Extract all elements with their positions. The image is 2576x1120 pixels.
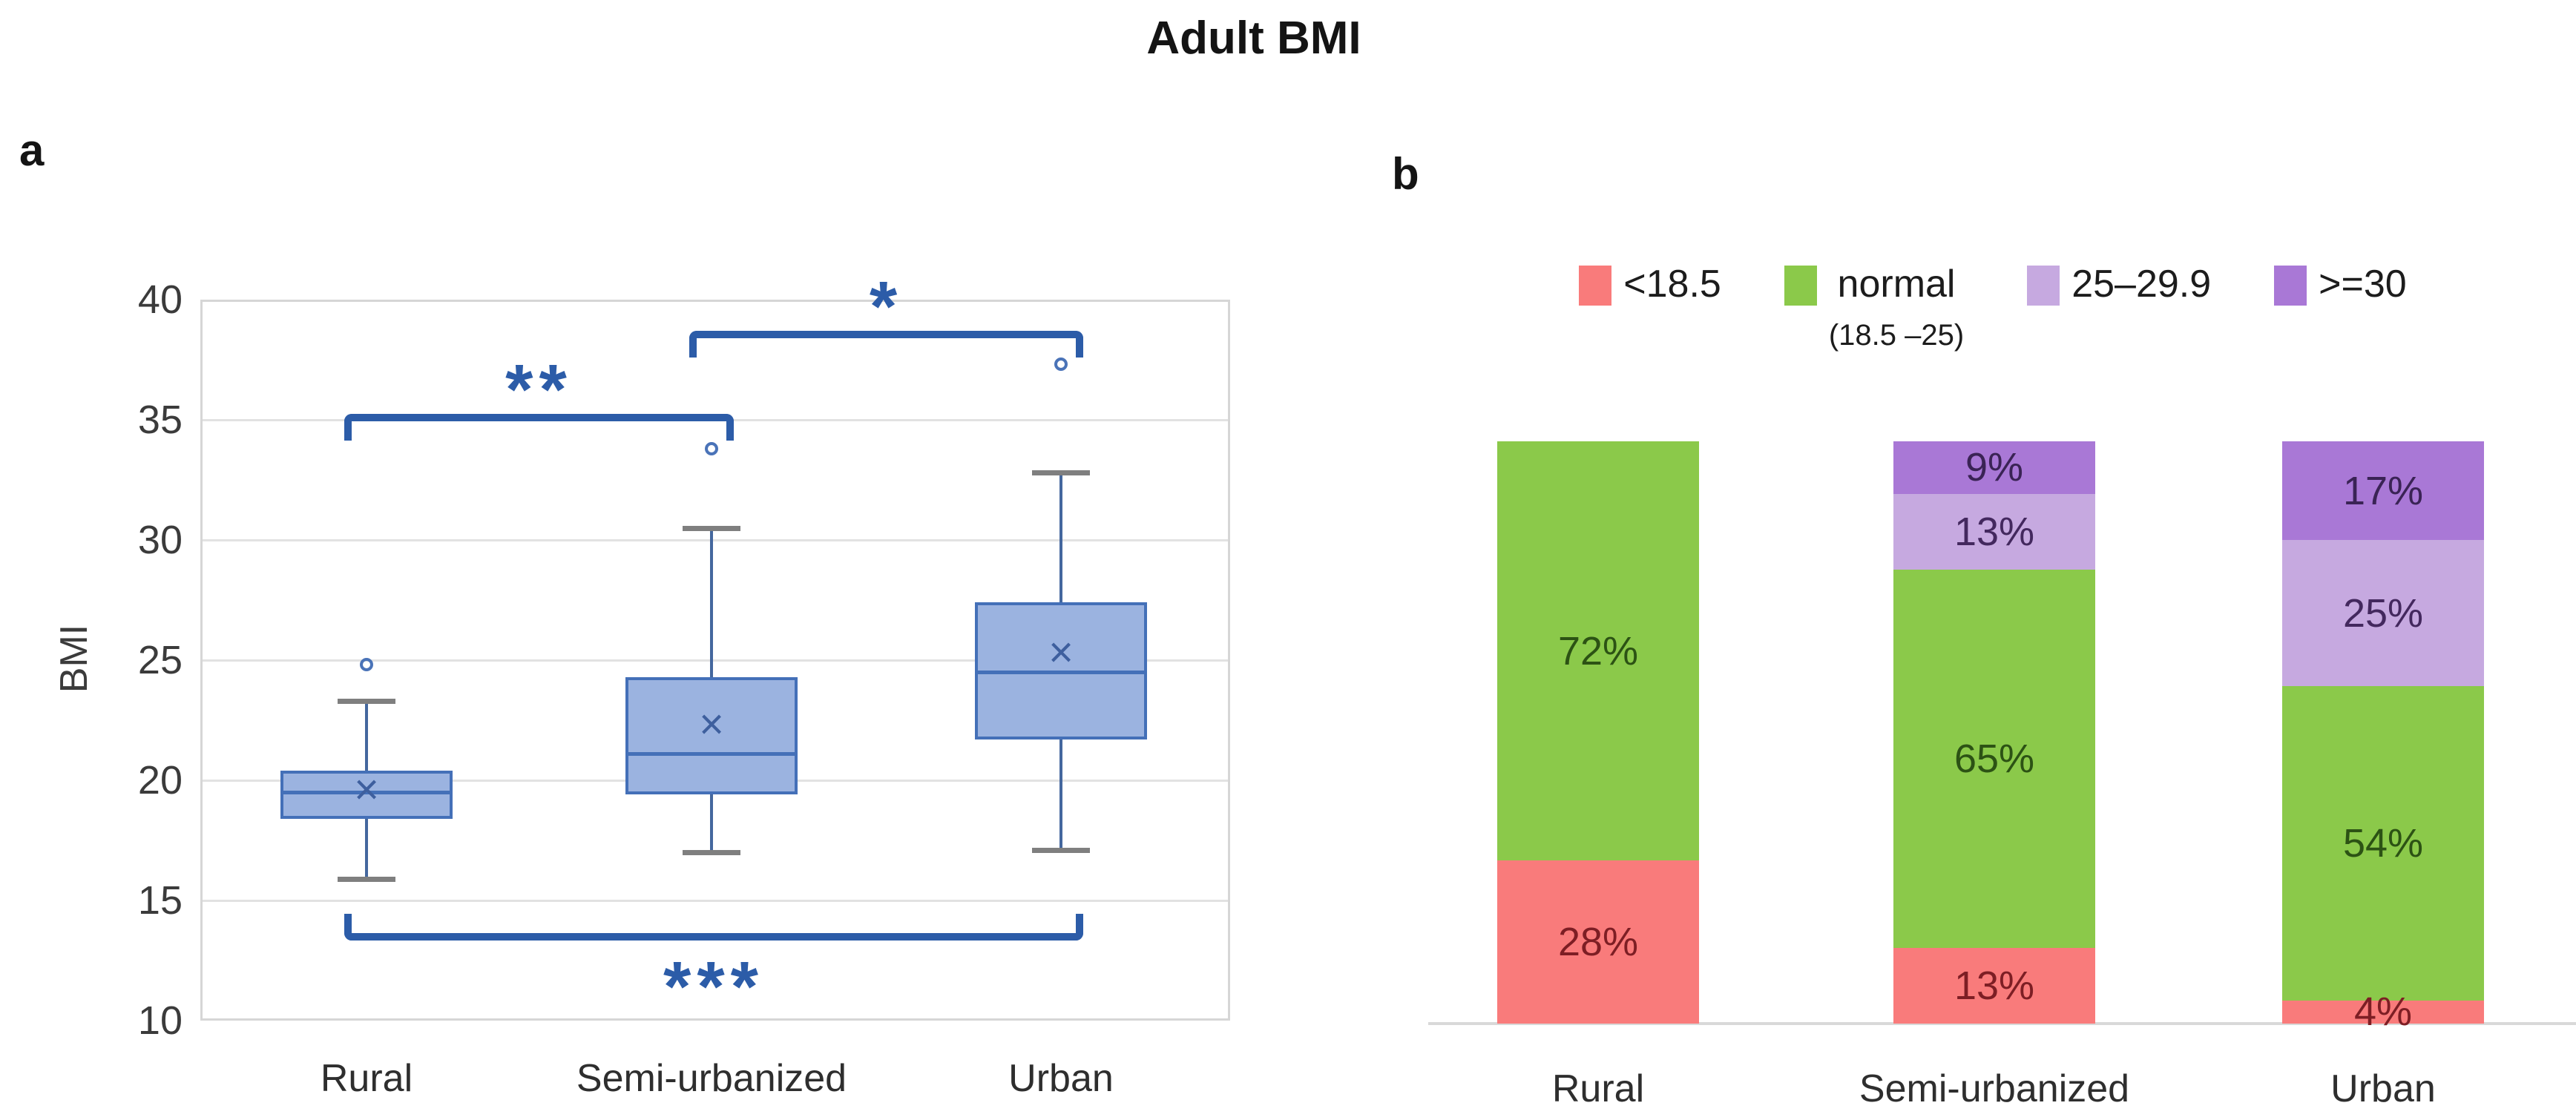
bar-value-label-rural-normal-18-5-25: 72% (1557, 628, 1639, 673)
bar-value-label-urban-18-5: 4% (2353, 989, 2413, 1035)
category-label-rural: Rural (320, 1057, 413, 1100)
legend-sublabel: (18.5 –25) (1828, 319, 1965, 352)
bar-value-label-semi-urbanized-30: 9% (1965, 445, 2024, 490)
bar-segment-semi-urbanized-30 (1893, 441, 2095, 494)
category-label-semi-urbanized: Semi-urbanized (1859, 1067, 2130, 1110)
whisker-cap-low-semi-urbanized (683, 850, 740, 856)
legend-item-30: >=30 (2274, 261, 2407, 307)
panel-b-label: b (1392, 149, 1419, 199)
legend-swatch-icon-30 (2274, 266, 2307, 306)
bar-segment-urban-25-29-9 (2282, 540, 2484, 686)
bar-segment-semi-urbanized-normal-18-5-25 (1893, 569, 2095, 948)
bar-segment-urban-18-5 (2282, 1000, 2484, 1024)
whisker-cap-high-urban (1032, 470, 1090, 476)
outlier-point-semi-urbanized (705, 441, 718, 455)
tick-label: 25 (137, 638, 183, 682)
significance-bracket-semi-urbanized-urban (689, 331, 1083, 358)
box-rural (280, 771, 453, 819)
legend-item-25-29-9: 25–29.9 (2027, 261, 2211, 307)
significance-bracket-rural-urban (344, 914, 1083, 941)
bar-value-label-semi-urbanized-25-29-9: 13% (1954, 509, 2035, 554)
category-label-urban: Urban (2330, 1067, 2436, 1110)
bar-value-label-semi-urbanized-normal-18-5-25: 65% (1954, 736, 2035, 781)
significance-label-rural-semi-urbanized: ** (505, 350, 573, 429)
bar-value-label-urban-25-29-9: 25% (2342, 590, 2424, 636)
legend-swatch-icon-normal (1784, 266, 1817, 306)
gridline (203, 900, 1228, 902)
tick-label: 20 (137, 758, 183, 803)
tick-label: 15 (137, 878, 183, 923)
legend-label: <18.5 (1623, 263, 1721, 306)
tick-label: 30 (137, 518, 183, 562)
category-label-rural: Rural (1551, 1067, 1645, 1110)
tick-label: 10 (137, 998, 183, 1043)
bar-segment-semi-urbanized-18-5 (1893, 947, 2095, 1024)
plot-frame (200, 300, 1230, 1021)
bar-segment-rural-18-5 (1497, 860, 1699, 1024)
legend-label: >=30 (2319, 263, 2407, 306)
figure-title: Adult BMI (1146, 13, 1361, 64)
gridline (203, 659, 1228, 662)
bar-segment-urban-30 (2282, 441, 2484, 541)
median-line-urban (975, 671, 1147, 675)
significance-label-rural-urban: *** (663, 947, 765, 1027)
legend-label: 25–29.9 (2071, 263, 2212, 306)
outlier-point-rural (360, 658, 373, 672)
tick-label: 40 (137, 277, 183, 322)
tick-label: 35 (137, 398, 183, 442)
legend-label-group: normal (18.5 –25) (1829, 261, 1964, 352)
median-line-rural (280, 791, 453, 795)
legend-label: normal (1837, 263, 1956, 306)
gridline (203, 539, 1228, 541)
legend-label-group: <18.5 (1623, 261, 1721, 307)
mean-marker-icon-rural: × (354, 765, 379, 814)
mean-marker-icon-urban: × (1048, 628, 1074, 677)
category-label-semi-urbanized: Semi-urbanized (576, 1057, 847, 1100)
legend-swatch-icon-25-29-9 (2027, 266, 2060, 306)
legend-item-normal: normal (18.5 –25) (1784, 261, 1964, 352)
bar-segment-semi-urbanized-25-29-9 (1893, 493, 2095, 570)
bar-segment-rural-normal-18-5-25 (1497, 441, 1699, 861)
box-semi-urbanized (625, 676, 798, 795)
bar-value-label-urban-normal-18-5-25: 54% (2342, 820, 2424, 866)
legend-swatch-icon-18-5 (1579, 266, 1612, 306)
mean-marker-icon-semi-urbanized: × (699, 700, 724, 749)
significance-bracket-rural-semi-urbanized (344, 414, 734, 441)
whisker-cap-high-rural (338, 699, 395, 705)
legend-item-18-5: <18.5 (1579, 261, 1721, 307)
bar-segment-urban-normal-18-5-25 (2282, 685, 2484, 1001)
outlier-point-urban (1054, 358, 1068, 372)
whisker-cap-high-semi-urbanized (683, 525, 740, 531)
legend-label-group: 25–29.9 (2071, 261, 2211, 307)
x-axis-line (1428, 1022, 2576, 1025)
panel-a-label: a (19, 125, 45, 175)
bar-value-label-urban-30: 17% (2342, 468, 2424, 513)
median-line-semi-urbanized (625, 752, 798, 757)
legend-label-group: >=30 (2319, 261, 2407, 307)
category-label-urban: Urban (1008, 1057, 1114, 1100)
whisker-cap-low-urban (1032, 847, 1090, 853)
bar-value-label-rural-18-5: 28% (1557, 920, 1639, 965)
legend: <18.5 normal (18.5 –25) 25–29.9 >=30 (1410, 261, 2576, 352)
bar-value-label-semi-urbanized-18-5: 13% (1954, 963, 2035, 1008)
whisker-cap-low-rural (338, 876, 395, 882)
significance-label-semi-urbanized-urban: * (869, 267, 904, 346)
